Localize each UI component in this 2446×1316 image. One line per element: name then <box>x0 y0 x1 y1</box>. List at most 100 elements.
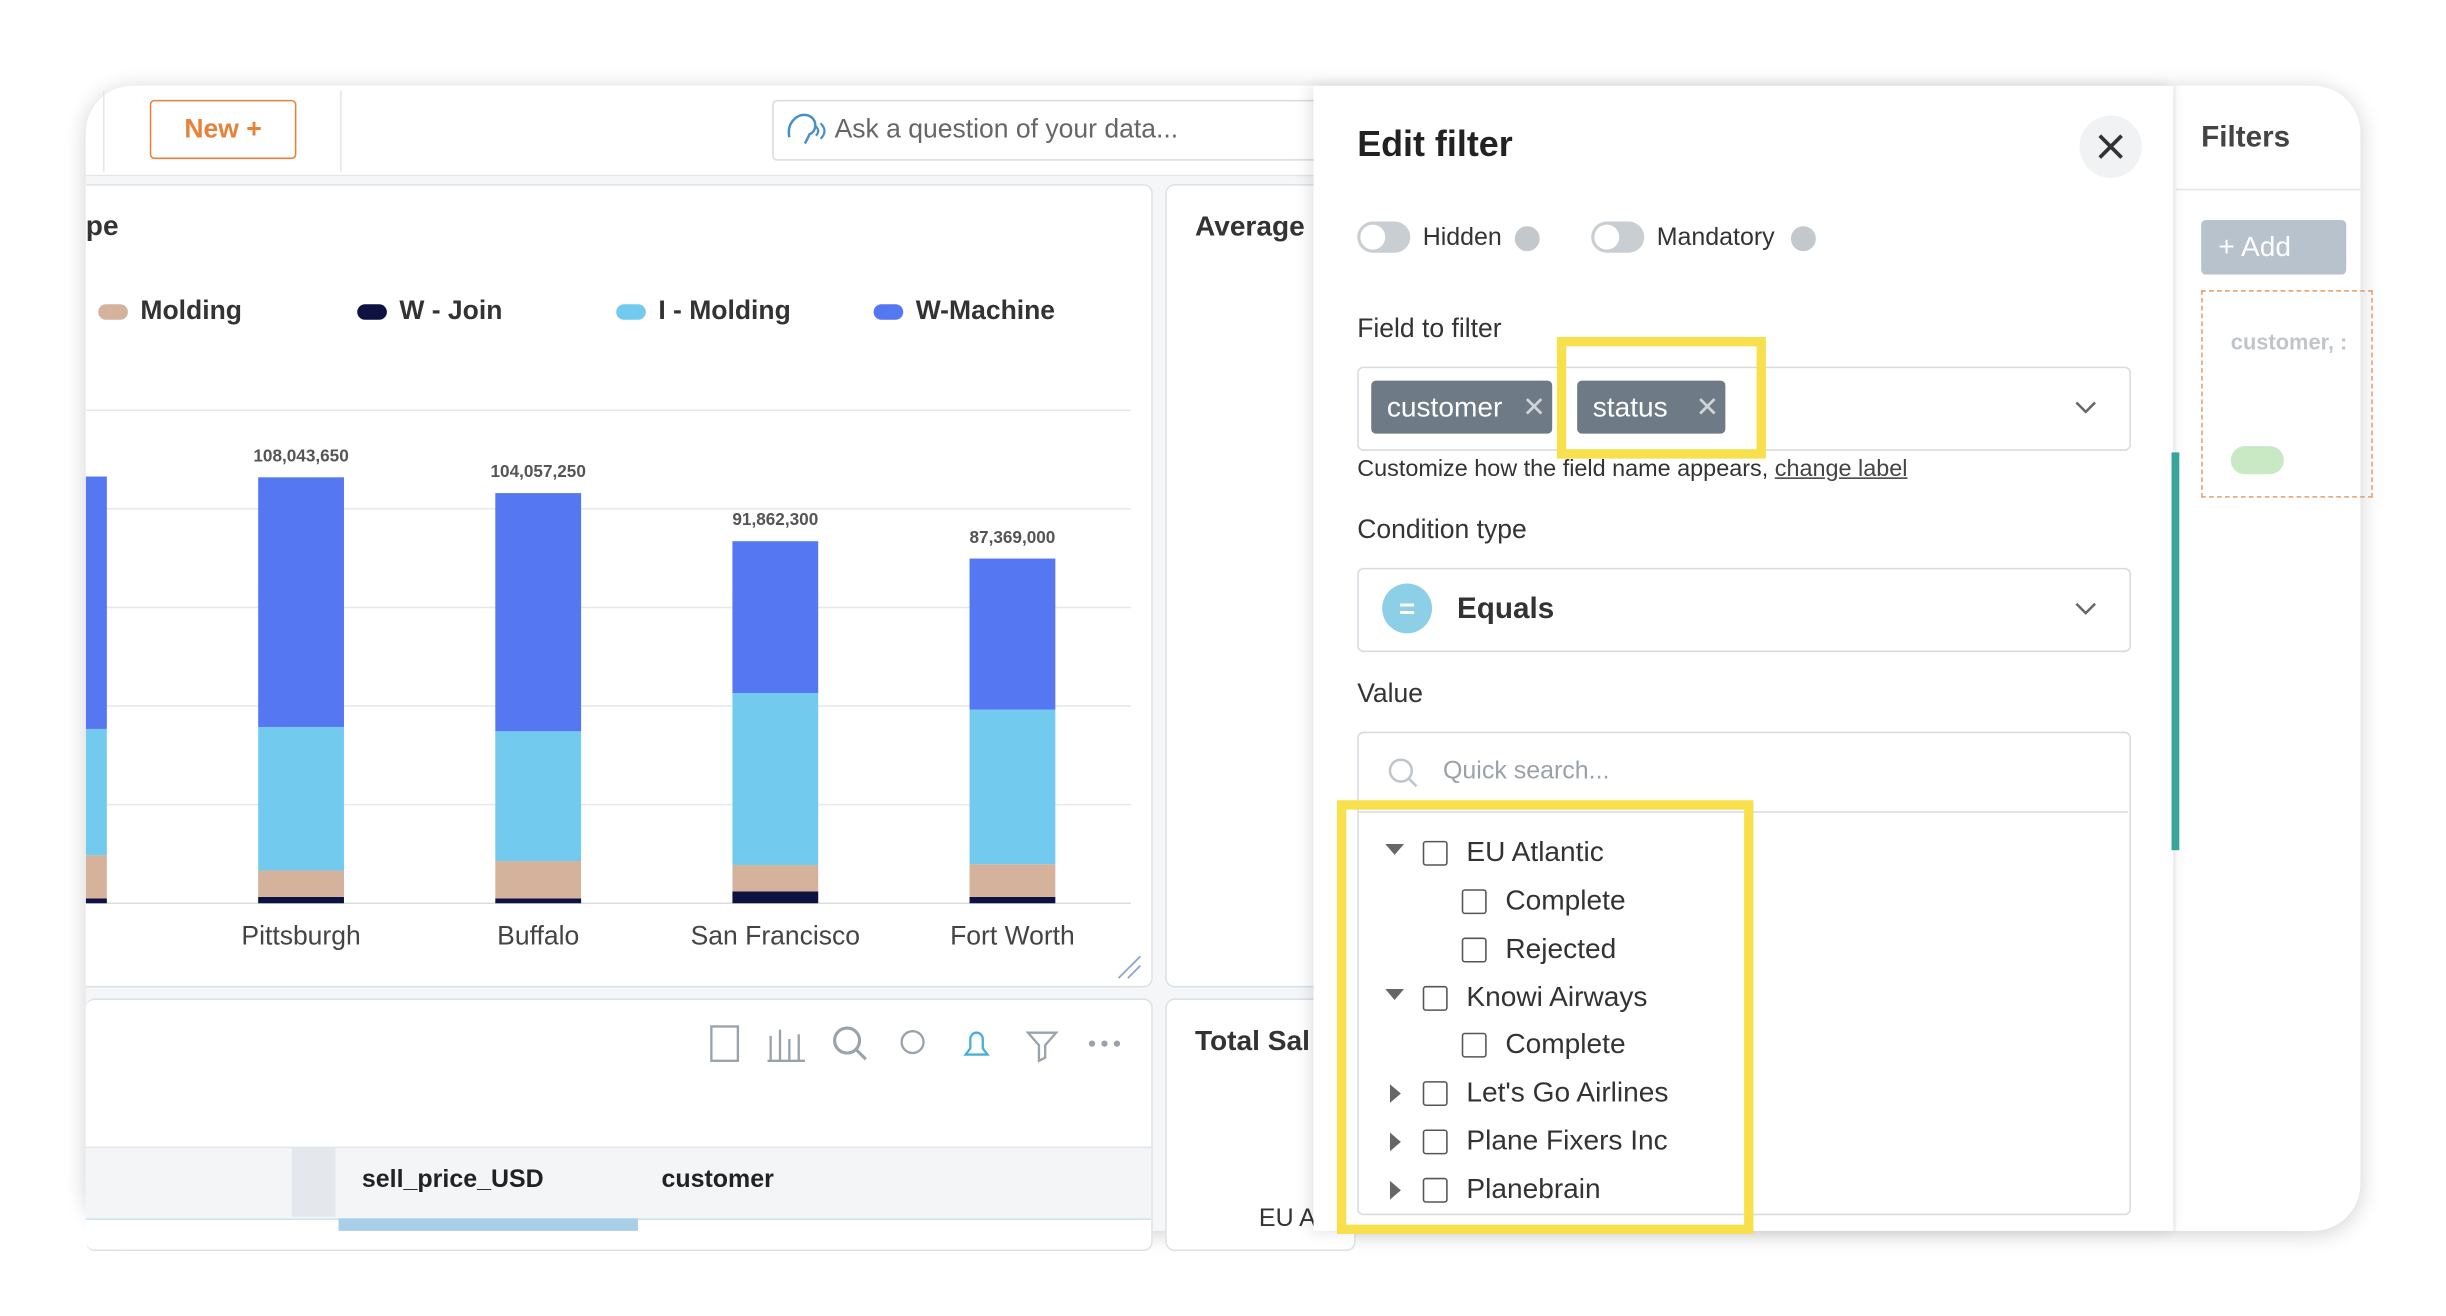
checkbox[interactable] <box>1422 840 1448 866</box>
divider <box>1358 811 2128 813</box>
legend-label: I - Molding <box>658 295 790 325</box>
tree-label: Complete <box>1505 884 1626 916</box>
bar-segment <box>732 541 819 694</box>
info-icon[interactable] <box>1790 226 1816 252</box>
checkbox[interactable] <box>1422 1129 1448 1155</box>
highlight-box <box>1556 336 1766 459</box>
expand-arrow[interactable] <box>1389 1084 1401 1104</box>
ask-search-box[interactable] <box>772 99 1337 161</box>
close-button[interactable] <box>2078 114 2144 180</box>
checkbox[interactable] <box>1461 937 1487 963</box>
field-chip[interactable]: customer ✕ <box>1371 380 1553 434</box>
bar-segment <box>495 861 582 899</box>
checkbox[interactable] <box>1422 1177 1448 1203</box>
total-row-label: EU A <box>1258 1205 1316 1233</box>
quick-search-placeholder[interactable]: Quick search... <box>1443 758 1610 785</box>
hint-text: Customize how the field name appears, <box>1357 455 1769 483</box>
tree-label: Plane Fixers Inc <box>1466 1124 1668 1157</box>
toggle-label: Hidden <box>1422 224 1502 252</box>
filter-summary: customer, : <box>2230 329 2348 355</box>
legend-label: W-Machine <box>916 295 1055 325</box>
x-tick-label: Buffalo <box>497 921 579 951</box>
bar-segment <box>85 476 107 729</box>
filters-panel <box>2176 85 2361 1231</box>
bar-segment <box>969 896 1056 904</box>
filter-card[interactable] <box>2201 290 2373 498</box>
filter-icon[interactable] <box>1025 1031 1059 1063</box>
column-header[interactable]: customer <box>661 1166 774 1194</box>
bar-segment <box>495 493 582 732</box>
bar-segment <box>85 898 107 904</box>
resize-handle[interactable] <box>1117 955 1142 979</box>
customize-hint: Customize how the field name appears, ch… <box>1357 457 1907 480</box>
legend-swatch <box>98 304 128 320</box>
bar-segment <box>495 731 582 862</box>
mandatory-toggle[interactable] <box>1591 221 1645 253</box>
info-icon[interactable] <box>1514 226 1540 252</box>
divider <box>340 90 342 172</box>
change-label-link[interactable]: change label <box>1774 455 1908 483</box>
expand-arrow[interactable] <box>1385 988 1404 1000</box>
bar-segment <box>258 477 344 727</box>
more-icon[interactable] <box>1088 1040 1096 1047</box>
bar-total-label: 108,043,650 <box>253 445 348 465</box>
expand-arrow[interactable] <box>1389 1132 1401 1152</box>
voice-icon <box>787 113 826 145</box>
chart-icon[interactable] <box>767 1029 805 1062</box>
tree-label: Complete <box>1505 1028 1626 1060</box>
tree-label: Let's Go Airlines <box>1466 1076 1669 1108</box>
bar-segment <box>732 891 819 904</box>
highlight-box <box>1336 800 1754 1234</box>
checkbox[interactable] <box>1422 1081 1448 1107</box>
scrollbar <box>2171 452 2180 851</box>
condition-label: Condition type <box>1357 514 1527 545</box>
condition-icon: = <box>1382 583 1433 634</box>
condition-value: Equals <box>1457 592 1555 626</box>
ask-search-placeholder: Ask a question of your data... <box>834 113 1179 144</box>
expand-arrow[interactable] <box>1389 1180 1401 1200</box>
hidden-toggle[interactable] <box>1357 221 1411 253</box>
insight-icon[interactable] <box>900 1029 925 1055</box>
row-handle[interactable] <box>291 1146 336 1217</box>
checkbox[interactable] <box>1422 985 1448 1011</box>
chip-remove[interactable]: ✕ <box>1695 391 1720 423</box>
tree-label: Rejected <box>1505 932 1617 964</box>
field-chip[interactable]: status ✕ <box>1577 380 1726 434</box>
dropdown-chevron <box>2075 602 2096 615</box>
drawer-title: Edit filter <box>1357 123 1513 164</box>
total-title: Total Sal <box>1194 1024 1310 1057</box>
bar-segment <box>732 693 819 865</box>
bar-segment <box>969 864 1056 897</box>
add-filter-button[interactable]: + Add <box>2201 219 2347 275</box>
toggle-label: Mandatory <box>1656 224 1775 252</box>
bar-segment <box>85 728 107 856</box>
legend-swatch <box>873 304 904 320</box>
tree-label: Planebrain <box>1466 1173 1601 1205</box>
filter-toggle[interactable] <box>2230 446 2284 475</box>
bar-total-label: 104,057,250 <box>490 461 585 481</box>
bar-total-label: 87,369,000 <box>970 527 1056 547</box>
legend-label: W - Join <box>399 295 502 325</box>
search-icon <box>1388 758 1418 788</box>
checkbox[interactable] <box>1461 1033 1487 1059</box>
tree-label: EU Atlantic <box>1466 836 1604 868</box>
export-icon[interactable] <box>710 1025 740 1062</box>
average-title: Average <box>1194 210 1305 242</box>
search-icon[interactable] <box>833 1026 862 1055</box>
new-button[interactable]: New + <box>149 99 297 160</box>
expand-arrow[interactable] <box>1385 843 1404 855</box>
bar-segment <box>969 558 1056 710</box>
table-header <box>85 1146 1152 1220</box>
chip-remove[interactable]: ✕ <box>1522 391 1546 423</box>
x-tick-label: Pittsburgh <box>241 921 360 951</box>
x-tick-label: San Francisco <box>691 921 860 951</box>
checkbox[interactable] <box>1461 888 1487 914</box>
value-label: Value <box>1357 678 1424 709</box>
condition-select[interactable] <box>1357 567 2131 653</box>
bar-segment <box>258 726 344 871</box>
column-header[interactable]: sell_price_USD <box>361 1166 544 1194</box>
bar-total-label: 91,862,300 <box>732 509 818 529</box>
divider <box>2176 188 2361 191</box>
alert-icon[interactable] <box>963 1031 990 1056</box>
